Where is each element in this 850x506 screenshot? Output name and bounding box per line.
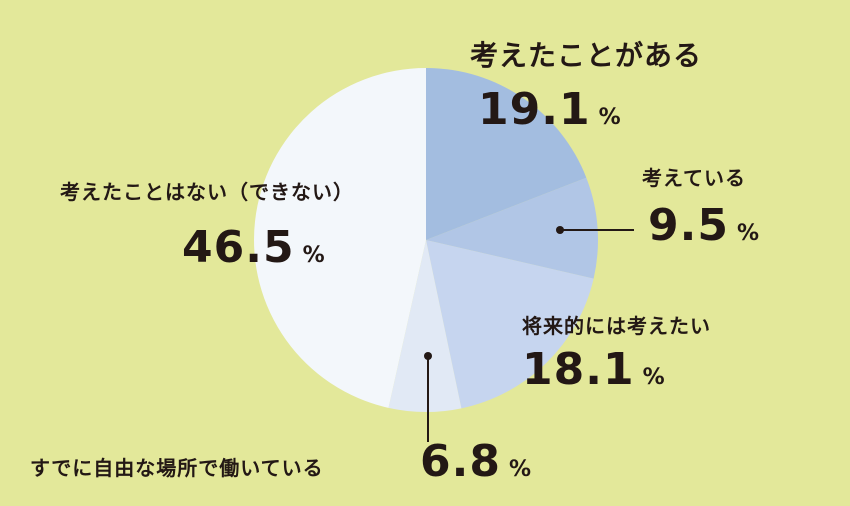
pie-slice-already — [388, 240, 462, 412]
value-unit: % — [736, 221, 759, 246]
slice-value-future: 18.1% — [522, 344, 665, 395]
slice-label-already: すでに自由な場所で働いている — [30, 456, 324, 480]
leader-dot-considering — [556, 226, 564, 234]
slice-label-future: 将来的には考えたい — [522, 314, 711, 338]
slice-value-considered: 19.1% — [478, 84, 621, 135]
leader-dot-already — [424, 352, 432, 360]
slice-label-considering: 考えている — [642, 166, 746, 190]
value-number: 46.5 — [182, 222, 295, 273]
pie-slice-never — [253, 67, 426, 408]
value-number: 19.1 — [478, 84, 591, 135]
slice-value-never: 46.5% — [182, 222, 325, 273]
value-unit: % — [642, 365, 665, 390]
value-unit: % — [598, 105, 621, 130]
slice-label-considered: 考えたことがある — [470, 39, 703, 72]
pie-slice-future — [426, 240, 594, 409]
slice-value-considering: 9.5% — [648, 200, 759, 251]
pie-slice-considered — [426, 68, 587, 240]
slice-value-already: 6.8% — [420, 436, 531, 487]
value-unit: % — [302, 243, 325, 268]
value-number: 18.1 — [522, 344, 635, 395]
pie-slice-considering — [426, 177, 598, 279]
slice-label-never: 考えたことはない（できない） — [60, 180, 354, 204]
value-number: 6.8 — [420, 436, 501, 487]
value-number: 9.5 — [648, 200, 729, 251]
value-unit: % — [508, 457, 531, 482]
